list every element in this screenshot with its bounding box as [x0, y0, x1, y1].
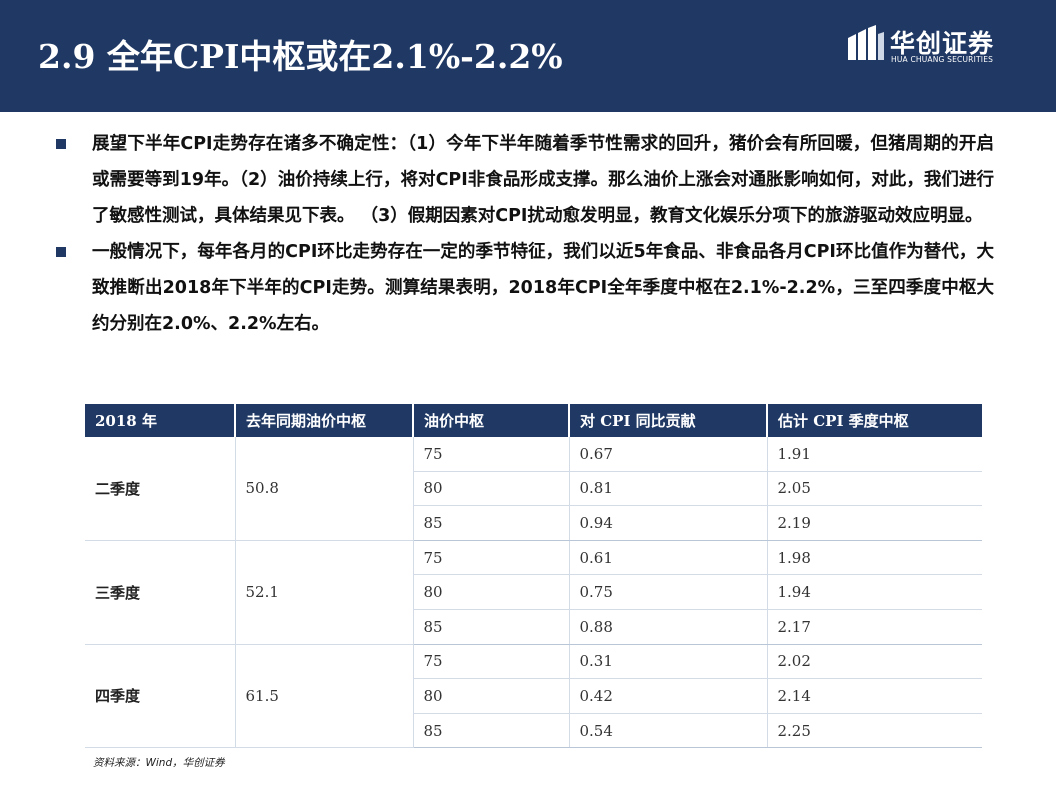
bullet-text: 展望下半年CPI走势存在诸多不确定性：（1）今年下半年随着季节性需求的回升，猪价…	[92, 134, 994, 226]
estimate-cell: 2.05	[767, 471, 982, 507]
header-year: 2018 年	[85, 404, 236, 437]
bullet-list: 展望下半年CPI走势存在诸多不确定性：（1）今年下半年随着季节性需求的回升，猪价…	[54, 126, 994, 342]
header-last-year-oil: 去年同期油价中枢	[235, 404, 414, 437]
oil-cell: 85	[413, 713, 570, 749]
estimate-cell: 1.98	[767, 540, 982, 576]
last-year-oil-cell: 52.1	[235, 540, 414, 645]
table-row: 85 0.88 2.17	[85, 609, 982, 645]
logo-name-en: HUA CHUANG SECURITIES	[891, 55, 994, 64]
oil-cell: 85	[413, 505, 570, 541]
table-row: 85 0.94 2.19	[85, 505, 982, 541]
bullet-item: 展望下半年CPI走势存在诸多不确定性：（1）今年下半年随着季节性需求的回升，猪价…	[54, 126, 994, 234]
header-cpi-contribution: 对 CPI 同比贡献	[569, 404, 768, 437]
contribution-cell: 0.61	[569, 540, 768, 576]
table-row: 三季度 52.1 75 0.61 1.98	[85, 540, 982, 645]
table-row: 80 0.42 2.14	[85, 678, 982, 714]
oil-cell: 80	[413, 574, 570, 610]
table-row: 四季度 61.5 75 0.31 2.02	[85, 644, 982, 749]
contribution-cell: 0.31	[569, 644, 768, 680]
oil-cell: 80	[413, 471, 570, 507]
last-year-oil-cell: 61.5	[235, 644, 414, 749]
estimate-cell: 2.02	[767, 644, 982, 680]
oil-cell: 80	[413, 678, 570, 714]
table-row: 85 0.54 2.25	[85, 713, 982, 749]
logo-mark-icon	[848, 25, 884, 60]
quarter-cell: 三季度	[85, 540, 236, 645]
table-header-row: 2018 年 去年同期油价中枢 油价中枢 对 CPI 同比贡献 估计 CPI 季…	[85, 404, 982, 437]
estimate-cell: 1.94	[767, 574, 982, 610]
estimate-cell: 2.19	[767, 505, 982, 541]
title-bar: 2.9 全年CPI中枢或在2.1%-2.2% 华创证券 HUA CHUANG S…	[0, 0, 1056, 112]
contribution-cell: 0.81	[569, 471, 768, 507]
last-year-oil-cell: 50.8	[235, 437, 414, 541]
table-row: 80 0.81 2.05	[85, 471, 982, 507]
page-title: 2.9 全年CPI中枢或在2.1%-2.2%	[38, 37, 563, 76]
oil-cell: 75	[413, 437, 570, 472]
header-oil-center: 油价中枢	[413, 404, 570, 437]
header-cpi-estimate: 估计 CPI 季度中枢	[767, 404, 982, 437]
contribution-cell: 0.75	[569, 574, 768, 610]
cpi-sensitivity-table: 2018 年 去年同期油价中枢 油价中枢 对 CPI 同比贡献 估计 CPI 季…	[85, 404, 982, 749]
estimate-cell: 2.25	[767, 713, 982, 749]
estimate-cell: 2.14	[767, 678, 982, 714]
contribution-cell: 0.54	[569, 713, 768, 749]
contribution-cell: 0.42	[569, 678, 768, 714]
company-logo: 华创证券 HUA CHUANG SECURITIES	[846, 22, 1006, 72]
bullet-text: 一般情况下，每年各月的CPI环比走势存在一定的季节特征，我们以近5年食品、非食品…	[92, 242, 994, 334]
bullet-square-icon	[56, 139, 66, 149]
quarter-cell: 二季度	[85, 437, 236, 541]
bullet-square-icon	[56, 247, 66, 257]
bullet-item: 一般情况下，每年各月的CPI环比走势存在一定的季节特征，我们以近5年食品、非食品…	[54, 234, 994, 342]
oil-cell: 75	[413, 644, 570, 680]
estimate-cell: 2.17	[767, 609, 982, 645]
table-row: 80 0.75 1.94	[85, 574, 982, 610]
oil-cell: 75	[413, 540, 570, 576]
quarter-cell: 四季度	[85, 644, 236, 749]
estimate-cell: 1.91	[767, 437, 982, 472]
oil-cell: 85	[413, 609, 570, 645]
logo-name-cn: 华创证券	[890, 29, 995, 58]
table-row: 二季度 50.8 75 0.67 1.91	[85, 437, 982, 541]
contribution-cell: 0.67	[569, 437, 768, 472]
source-note: 资料来源：Wind，华创证券	[93, 757, 225, 769]
contribution-cell: 0.88	[569, 609, 768, 645]
contribution-cell: 0.94	[569, 505, 768, 541]
